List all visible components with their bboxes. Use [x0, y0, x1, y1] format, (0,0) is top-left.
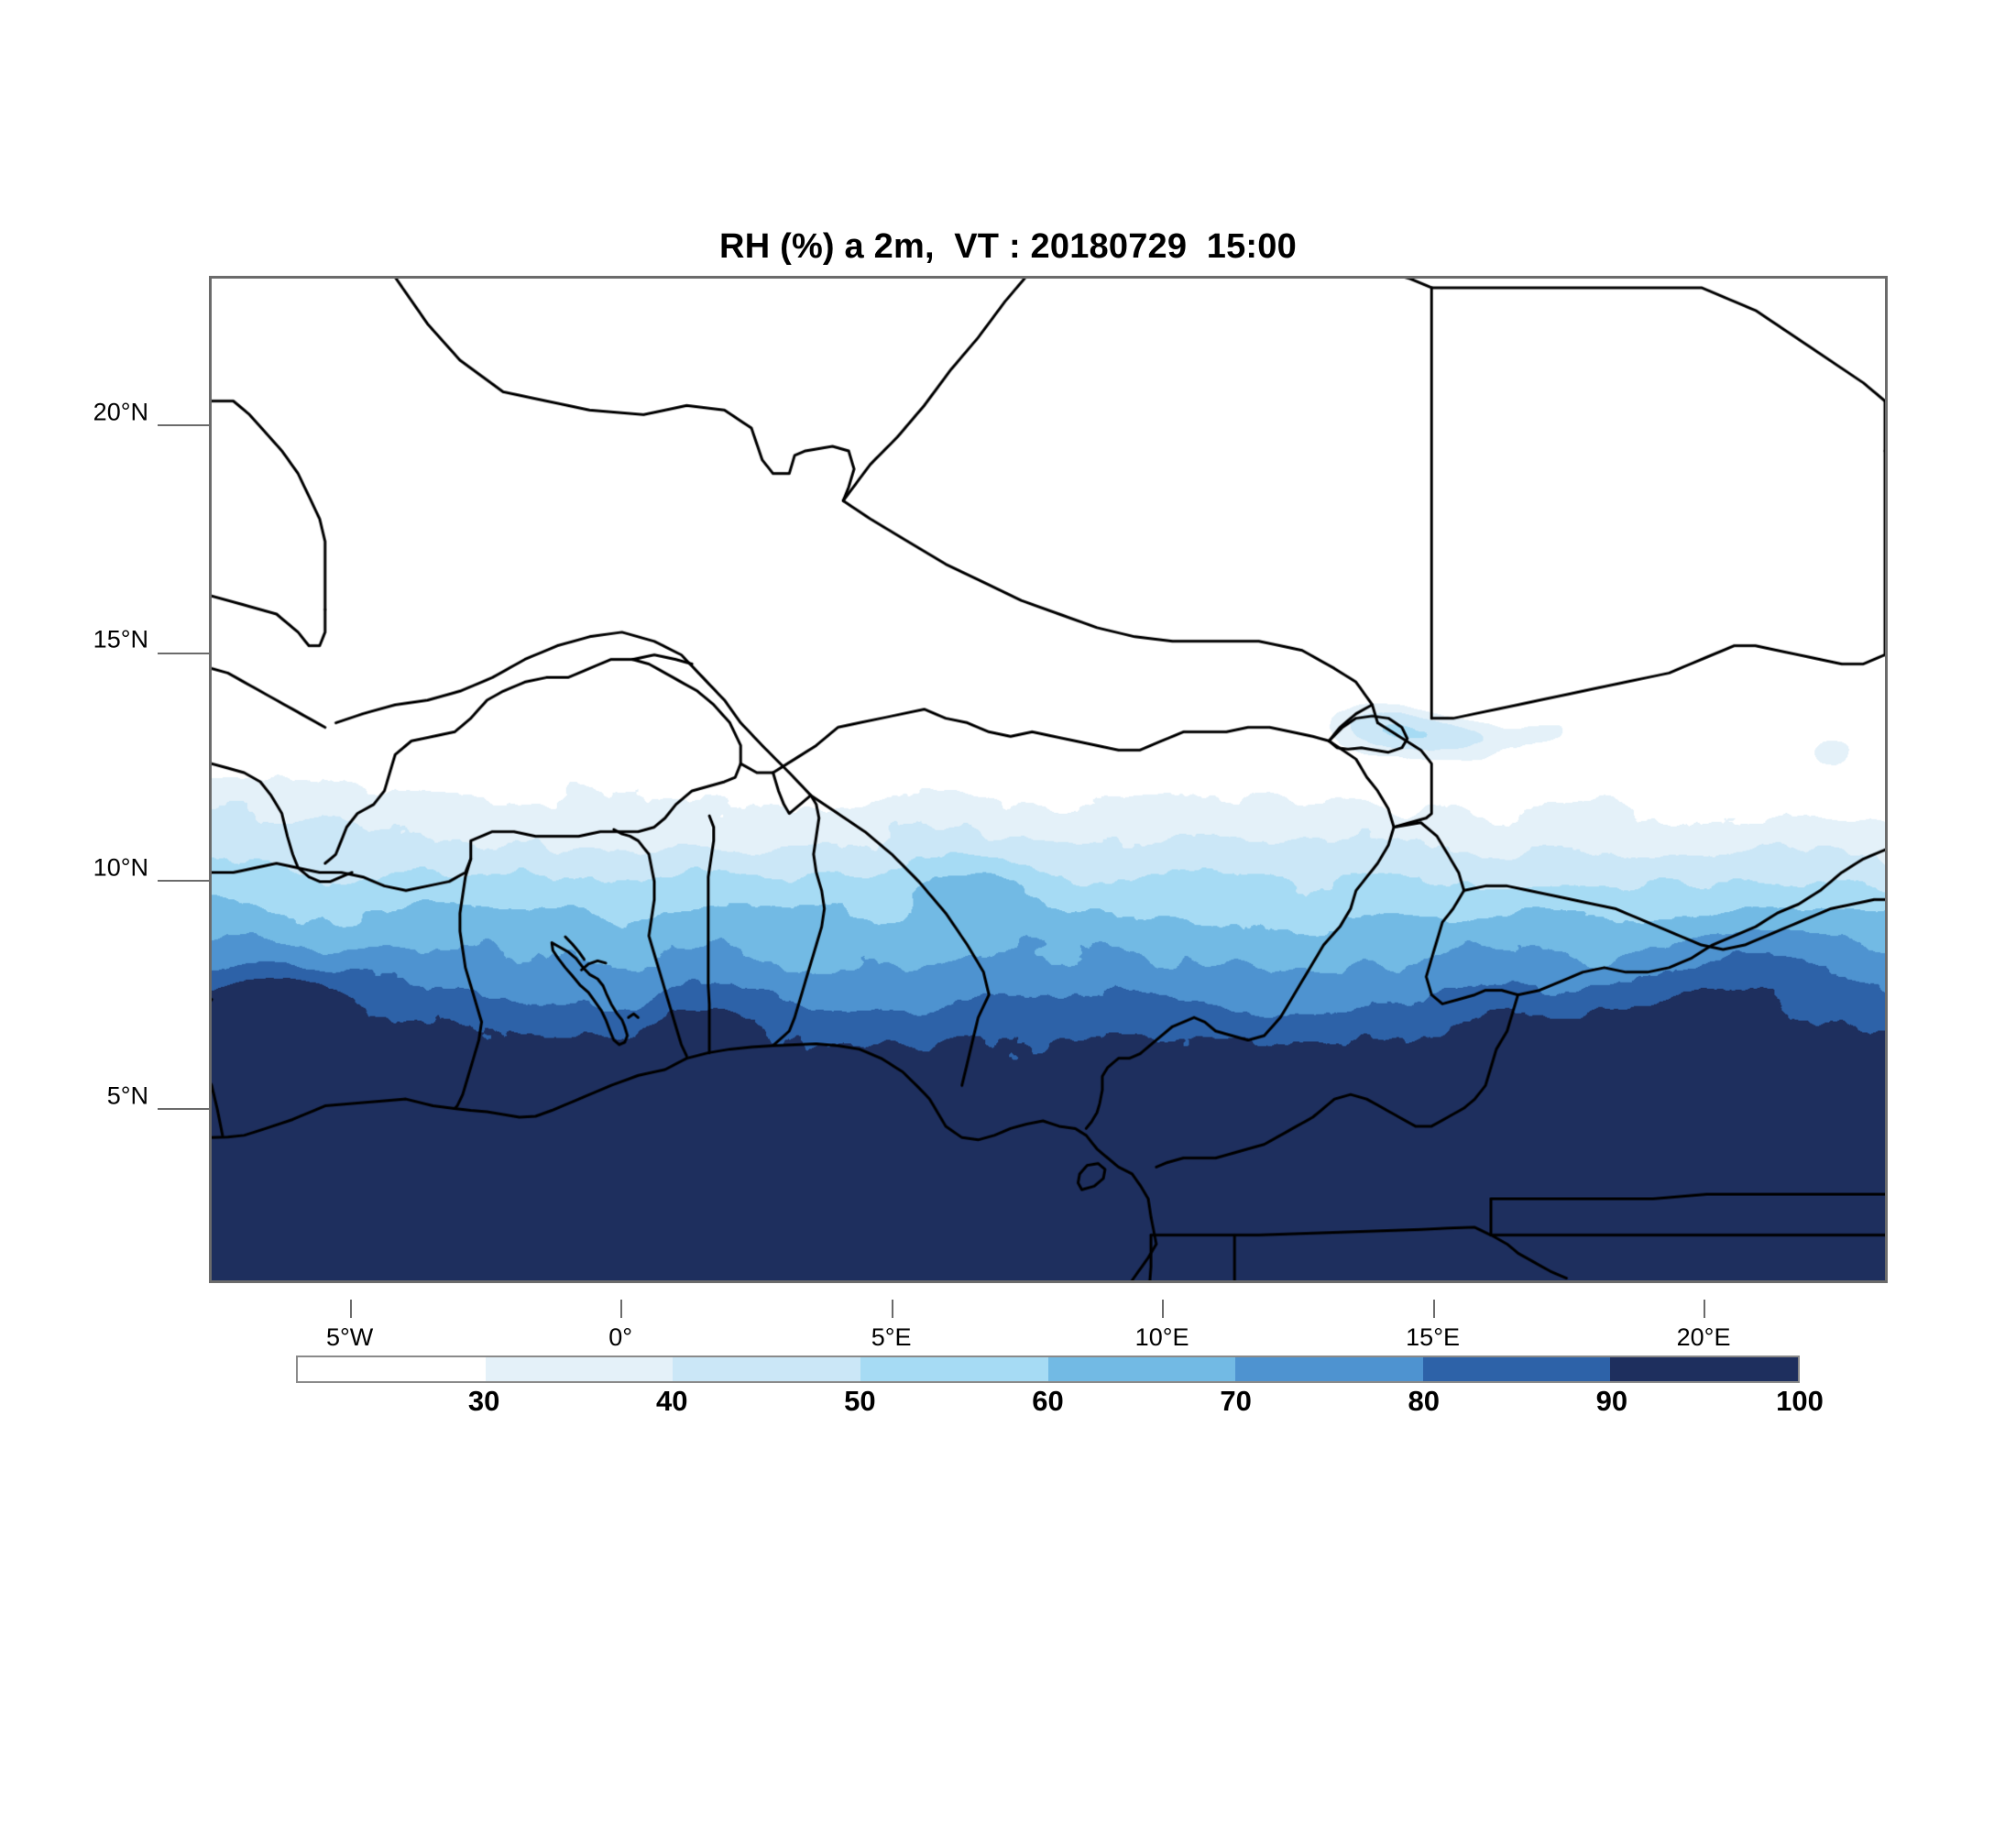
latitude-tick-label: 5°N	[106, 1081, 148, 1110]
longitude-tick-label: 0°	[608, 1323, 633, 1351]
longitude-tick-label: 10°E	[1134, 1323, 1189, 1351]
colorbar-tick-label: 70	[1220, 1385, 1252, 1417]
relative-humidity-contour-map[interactable]	[212, 279, 1885, 1280]
colorbar-segment	[1610, 1357, 1798, 1381]
colorbar-tick-label: 50	[844, 1385, 876, 1417]
colorbar-segment	[298, 1357, 486, 1381]
longitude-tick-line	[891, 1300, 893, 1318]
longitude-tick-line	[1432, 1300, 1435, 1318]
longitude-tick-label: 5°W	[325, 1323, 374, 1351]
colorbar-segment	[485, 1357, 674, 1381]
latitude-tick-line	[158, 652, 209, 654]
colorbar-tick-label: 40	[656, 1385, 688, 1417]
colorbar-tick-label: 100	[1776, 1385, 1824, 1417]
longitude-tick-line	[1162, 1300, 1165, 1318]
latitude-tick-line	[158, 880, 209, 883]
latitude-tick-label: 20°N	[93, 398, 148, 426]
colorbar-segment	[1235, 1357, 1423, 1381]
longitude-tick-label: 15°E	[1406, 1323, 1460, 1351]
colorbar-segment	[1047, 1357, 1236, 1381]
colorbar-segment	[673, 1357, 860, 1381]
colorbar-segment	[1422, 1357, 1611, 1381]
colorbar-gradient	[296, 1356, 1800, 1383]
colorbar-tick-label: 30	[467, 1385, 500, 1417]
longitude-tick-line	[620, 1300, 623, 1318]
colorbar-tick-label: 80	[1408, 1385, 1440, 1417]
colorbar-segment	[860, 1357, 1048, 1381]
page-title: RH (%) a 2m, VT : 20180729 15:00	[719, 227, 1297, 266]
longitude-tick-line	[349, 1300, 352, 1318]
latitude-tick-line	[158, 424, 209, 427]
colorbar-tick-label: 60	[1032, 1385, 1064, 1417]
map-plot-area[interactable]	[209, 276, 1888, 1283]
longitude-tick-label: 5°E	[871, 1323, 912, 1351]
latitude-tick-line	[158, 1108, 209, 1111]
latitude-tick-label: 15°N	[93, 625, 148, 653]
longitude-tick-label: 20°E	[1676, 1323, 1731, 1351]
latitude-tick-label: 10°N	[93, 853, 148, 882]
colorbar[interactable]: 30 40 50 60 70 80 90 100	[296, 1356, 1824, 1417]
longitude-tick-line	[1704, 1300, 1706, 1318]
colorbar-tick-label: 90	[1595, 1385, 1628, 1417]
